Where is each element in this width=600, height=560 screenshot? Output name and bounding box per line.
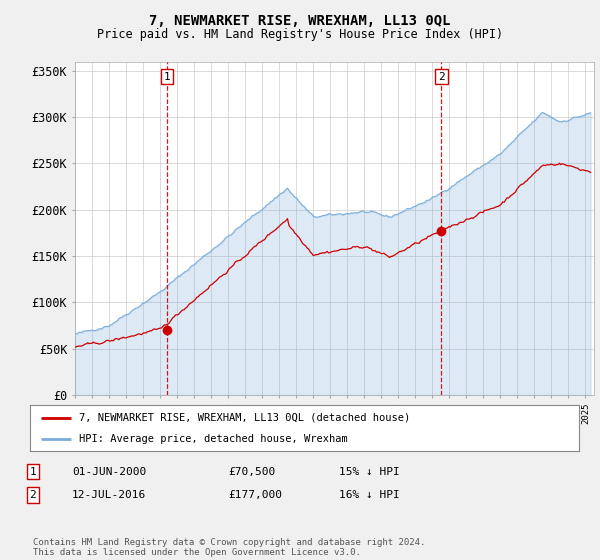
Text: 7, NEWMARKET RISE, WREXHAM, LL13 0QL (detached house): 7, NEWMARKET RISE, WREXHAM, LL13 0QL (de…	[79, 413, 410, 423]
Text: £70,500: £70,500	[228, 466, 275, 477]
Text: £177,000: £177,000	[228, 490, 282, 500]
Text: Contains HM Land Registry data © Crown copyright and database right 2024.
This d: Contains HM Land Registry data © Crown c…	[33, 538, 425, 557]
Text: 01-JUN-2000: 01-JUN-2000	[72, 466, 146, 477]
Text: 15% ↓ HPI: 15% ↓ HPI	[339, 466, 400, 477]
Text: 1: 1	[164, 72, 170, 82]
Text: Price paid vs. HM Land Registry's House Price Index (HPI): Price paid vs. HM Land Registry's House …	[97, 28, 503, 41]
Text: 2: 2	[438, 72, 445, 82]
Text: 7, NEWMARKET RISE, WREXHAM, LL13 0QL: 7, NEWMARKET RISE, WREXHAM, LL13 0QL	[149, 14, 451, 28]
Text: 12-JUL-2016: 12-JUL-2016	[72, 490, 146, 500]
Text: 1: 1	[29, 466, 37, 477]
Text: 16% ↓ HPI: 16% ↓ HPI	[339, 490, 400, 500]
Text: 2: 2	[29, 490, 37, 500]
Text: HPI: Average price, detached house, Wrexham: HPI: Average price, detached house, Wrex…	[79, 435, 348, 444]
